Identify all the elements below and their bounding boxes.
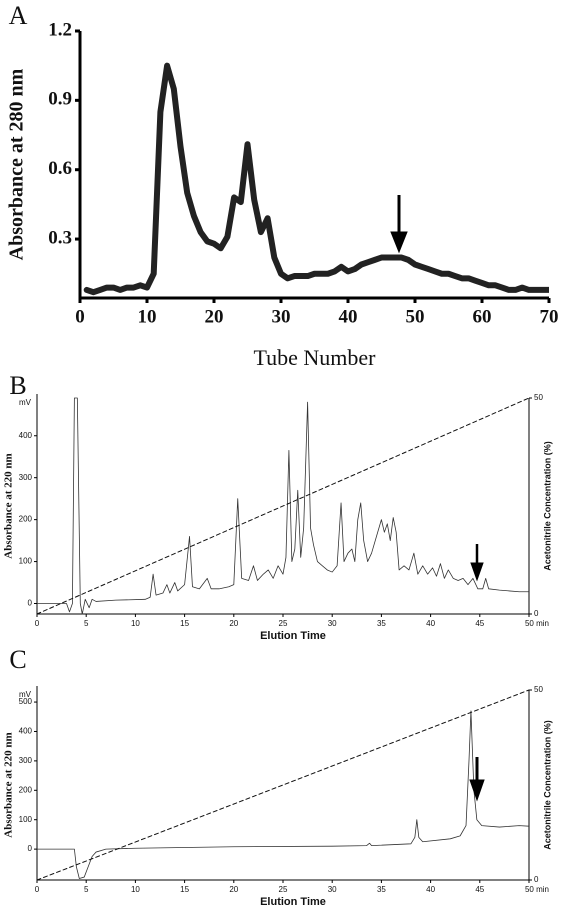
trace-line — [37, 397, 529, 615]
x-tick-label: 20 — [229, 885, 238, 894]
x-tick-label: 20 — [229, 619, 238, 628]
y-axis-label: Absorbance at 280 nm — [6, 68, 28, 260]
trace-line — [83, 62, 549, 296]
x-tick-label: 15 — [180, 619, 189, 628]
x-tick-label: 25 — [279, 885, 288, 894]
x-tick-label: 25 — [279, 619, 288, 628]
arrow-head — [469, 779, 485, 802]
y-tick-label: 0 — [28, 844, 33, 853]
y-tick-label: 200 — [19, 785, 33, 794]
x-tick-label: 35 — [377, 885, 386, 894]
y-tick-label: 0 — [28, 599, 33, 608]
x-tick-label: 10 — [138, 306, 157, 327]
y2-tick-label: 50 — [534, 685, 543, 694]
y-tick-label: 100 — [19, 557, 33, 566]
y-tick-label: 400 — [19, 727, 33, 736]
y-tick-label: 0.6 — [48, 158, 72, 179]
y2-tick-label: 0 — [534, 875, 539, 884]
x-tick-label: 70 — [540, 306, 559, 327]
y-tick-label: 400 — [19, 431, 33, 440]
x-tick-label: 45 — [475, 885, 484, 894]
x-tick-label: 50 — [406, 306, 425, 327]
x-tick-label: 10 — [131, 619, 140, 628]
x-tick-label: 60 — [473, 306, 492, 327]
trace-line — [37, 710, 529, 879]
arrow-head — [470, 562, 484, 582]
x-tick-label: 30 — [272, 306, 291, 327]
y2-axis-label: Acetonitrile Concentration (%) — [542, 720, 552, 850]
gradient-line — [36, 689, 530, 881]
x-tick-label: 30 — [328, 619, 337, 628]
arrows — [390, 195, 485, 802]
x-tick-label: 50 min — [525, 619, 549, 628]
gradient-line — [36, 397, 530, 615]
x-tick-label: 15 — [180, 885, 189, 894]
panel-label: A — [9, 1, 28, 30]
y-tick-label: 200 — [19, 515, 33, 524]
y2-axis-label: Acetonitrile Concentration (%) — [542, 441, 552, 571]
panel-label: B — [9, 371, 26, 400]
x-tick-label: 35 — [377, 619, 386, 628]
y-tick-label: 0.9 — [48, 89, 72, 110]
x-tick-label: 30 — [328, 885, 337, 894]
x-tick-label: 40 — [339, 306, 358, 327]
y2-tick-label: 0 — [534, 609, 539, 618]
y-axis-label: Absorbance at 220 nm — [3, 453, 15, 558]
y2-tick-label: 50 — [534, 393, 543, 402]
y-tick-label: 500 — [19, 697, 33, 706]
y-tick-label: 1.2 — [48, 19, 72, 40]
x-tick-label: 0 — [75, 306, 85, 327]
x-tick-label: 40 — [426, 885, 435, 894]
y-tick-label: 300 — [19, 473, 33, 482]
x-tick-label: 10 — [131, 885, 140, 894]
y-axis-label: Absorbance at 220 nm — [3, 732, 15, 837]
x-axis-label: Elution Time — [260, 630, 326, 642]
x-tick-label: 0 — [35, 619, 40, 628]
x-tick-label: 0 — [35, 885, 40, 894]
x-tick-label: 50 min — [525, 885, 549, 894]
y-tick-label: 300 — [19, 756, 33, 765]
y-tick-label: 100 — [19, 815, 33, 824]
x-tick-label: 45 — [475, 619, 484, 628]
y-unit: mV — [19, 690, 32, 699]
panel-label: C — [9, 645, 26, 674]
y-tick-label: 0.3 — [48, 227, 72, 248]
x-tick-label: 5 — [84, 885, 89, 894]
x-tick-label: 5 — [84, 619, 89, 628]
x-axis-label: Tube Number — [253, 345, 376, 370]
y-unit: mV — [19, 398, 32, 407]
arrow-head — [390, 231, 408, 254]
x-axis-label: Elution Time — [260, 896, 326, 906]
x-tick-label: 40 — [426, 619, 435, 628]
x-tick-label: 20 — [205, 306, 224, 327]
